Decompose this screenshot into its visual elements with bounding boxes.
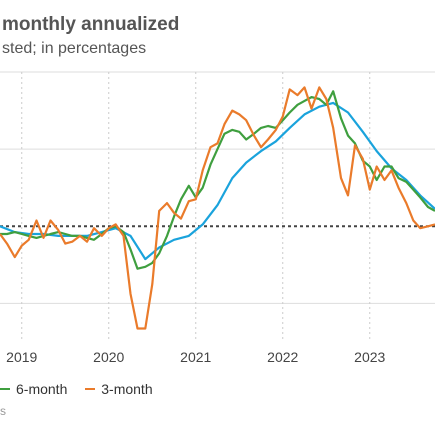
x-tick-label-2020: 2020 [93, 349, 124, 365]
x-tick-label-2022: 2022 [267, 349, 298, 365]
legend-swatch-6-month [0, 388, 10, 390]
grid [0, 71, 435, 342]
legend-label-6-month: 6-month [16, 381, 68, 397]
series-line-series-0 [0, 101, 435, 261]
x-axis-ticks: 2019 2020 2021 2022 2023 [6, 349, 385, 365]
chart-title: monthly annualized [2, 14, 180, 35]
legend-swatch-3-month [85, 388, 96, 390]
series-line-3-month [0, 86, 435, 330]
legend-label-3-month: 3-month [101, 381, 153, 397]
chart-subtitle: sted; in percentages [2, 40, 147, 57]
x-tick-label-2019: 2019 [6, 349, 37, 365]
x-tick-label-2023: 2023 [354, 349, 385, 365]
legend-item-3-month: 3-month [85, 381, 153, 397]
series-layer [0, 86, 435, 330]
legend: 6-month 3-month [0, 377, 167, 397]
source-note: s [0, 404, 6, 418]
x-tick-label-2021: 2021 [180, 349, 211, 365]
legend-item-6-month: 6-month [0, 381, 67, 397]
